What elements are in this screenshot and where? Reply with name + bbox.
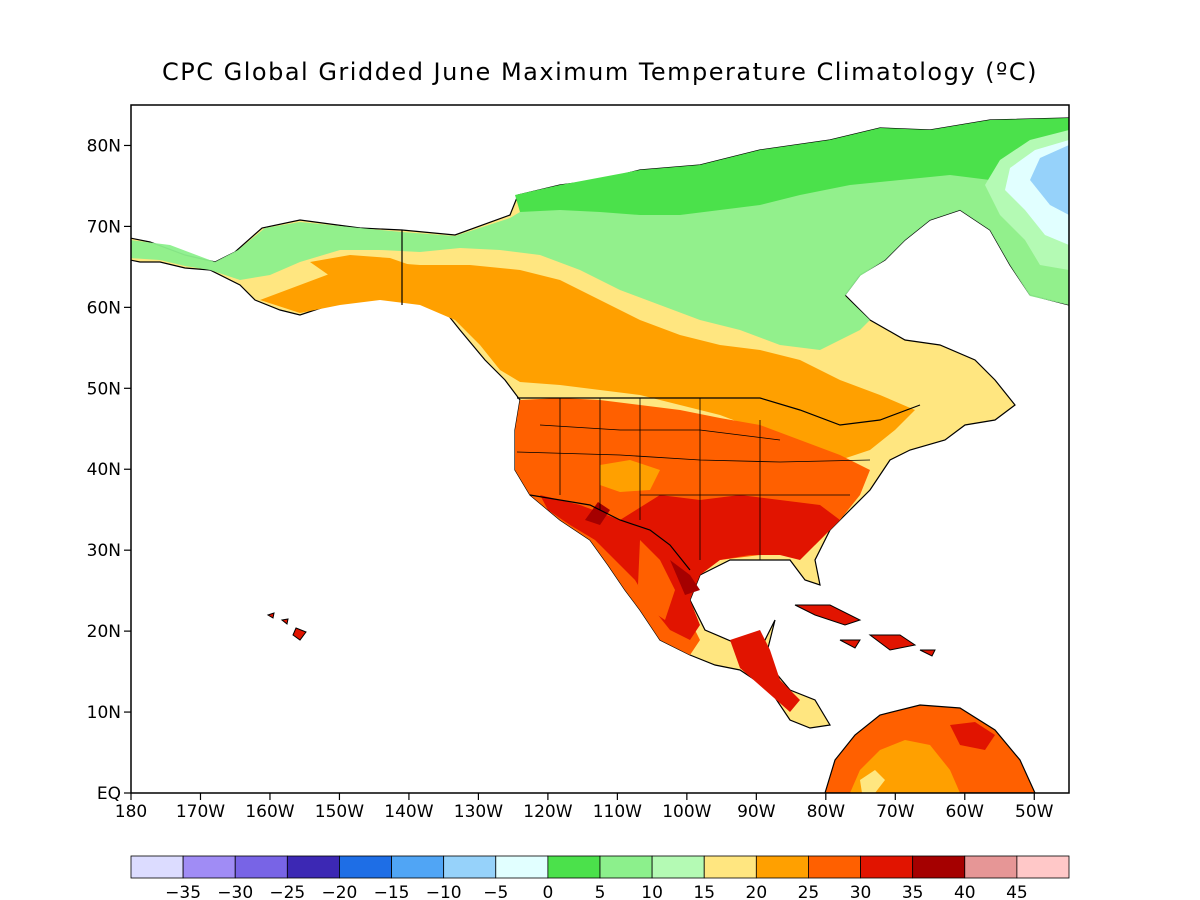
colorbar-label: −15	[374, 883, 410, 900]
colorbar-label: −20	[321, 883, 357, 900]
lon-label: 100W	[662, 802, 711, 822]
lon-label: 130W	[454, 802, 503, 822]
colorbar-swatch	[651, 855, 705, 879]
colorbar-swatch	[130, 855, 184, 879]
hawaii-islands	[266, 612, 307, 641]
colorbar-label: 40	[954, 883, 976, 900]
lon-label: 150W	[315, 802, 364, 822]
colorbar-label: 15	[693, 883, 715, 900]
lat-label: 50N	[87, 379, 121, 399]
colorbar-swatch	[964, 855, 1018, 879]
colorbar-swatch	[391, 855, 445, 879]
lat-label: 30N	[87, 541, 121, 561]
colorbar-swatch	[912, 855, 966, 879]
lon-label: 120W	[523, 802, 572, 822]
lon-label: 170W	[176, 802, 225, 822]
colorbar-swatch	[443, 855, 497, 879]
lon-label: 140W	[384, 802, 433, 822]
colorbar-label: −10	[426, 883, 462, 900]
colorbar-label: 30	[850, 883, 872, 900]
colorbar-label: −35	[165, 883, 201, 900]
colorbar-swatch	[860, 855, 914, 879]
colorbar-label: −5	[483, 883, 508, 900]
colorbar-label: 5	[595, 883, 606, 900]
longitude-axis: 180 170W 160W 150W 140W 130W 120W 110W 100W 90W 80…	[115, 793, 1054, 822]
colorbar-swatch	[808, 855, 861, 879]
latitude-axis: 80N 70N 60N 50N 40N 30N 20N 10N EQ	[87, 136, 131, 804]
colorbar-swatch	[599, 855, 653, 879]
country-boundaries	[401, 230, 921, 571]
colorbar-label: 0	[542, 883, 553, 900]
lon-label: 180	[115, 802, 147, 822]
map-area	[131, 105, 1069, 793]
south-america-land	[824, 704, 1036, 793]
lat-label: 70N	[87, 217, 121, 237]
lon-label: 110W	[593, 802, 642, 822]
colorbar-swatch	[1016, 855, 1070, 879]
lon-label: 70W	[876, 802, 915, 822]
colorbar-swatch	[495, 855, 549, 879]
colorbar-swatch	[547, 855, 601, 879]
colorbar-label: −30	[217, 883, 253, 900]
colorbar-label: 20	[746, 883, 768, 900]
map-frame	[130, 104, 1070, 794]
colorbar-label: −25	[269, 883, 305, 900]
lat-label: 20N	[87, 622, 121, 642]
colorbar-label: 10	[641, 883, 663, 900]
lon-label: 50W	[1015, 802, 1054, 822]
lon-label: 60W	[946, 802, 985, 822]
colorbar-swatch	[182, 855, 236, 879]
colorbar-swatch	[286, 855, 340, 879]
lon-label: 160W	[245, 802, 294, 822]
colorbar-swatch	[755, 855, 809, 879]
colorbar-swatch	[339, 855, 392, 879]
colorbar-label: 25	[798, 883, 820, 900]
colorbar-swatch	[234, 855, 288, 879]
lat-label: 60N	[87, 298, 121, 318]
lat-label: 40N	[87, 460, 121, 480]
caribbean-islands	[794, 604, 936, 657]
lat-label: EQ	[97, 784, 121, 804]
lon-label: 80W	[807, 802, 846, 822]
lon-label: 90W	[737, 802, 776, 822]
colorbar-label: 45	[1006, 883, 1028, 900]
lat-label: 10N	[87, 703, 121, 723]
state-boundaries	[516, 398, 871, 560]
lat-label: 80N	[87, 136, 121, 156]
colorbar-swatch	[703, 855, 757, 879]
colorbar-label: 35	[902, 883, 924, 900]
map-title: CPC Global Gridded June Maximum Temperat…	[162, 58, 1038, 86]
color-legend: −35 −30 −25 −20 −15 −10 −5 0 5 10 15 20 25 30 35 40 45	[130, 855, 1070, 900]
